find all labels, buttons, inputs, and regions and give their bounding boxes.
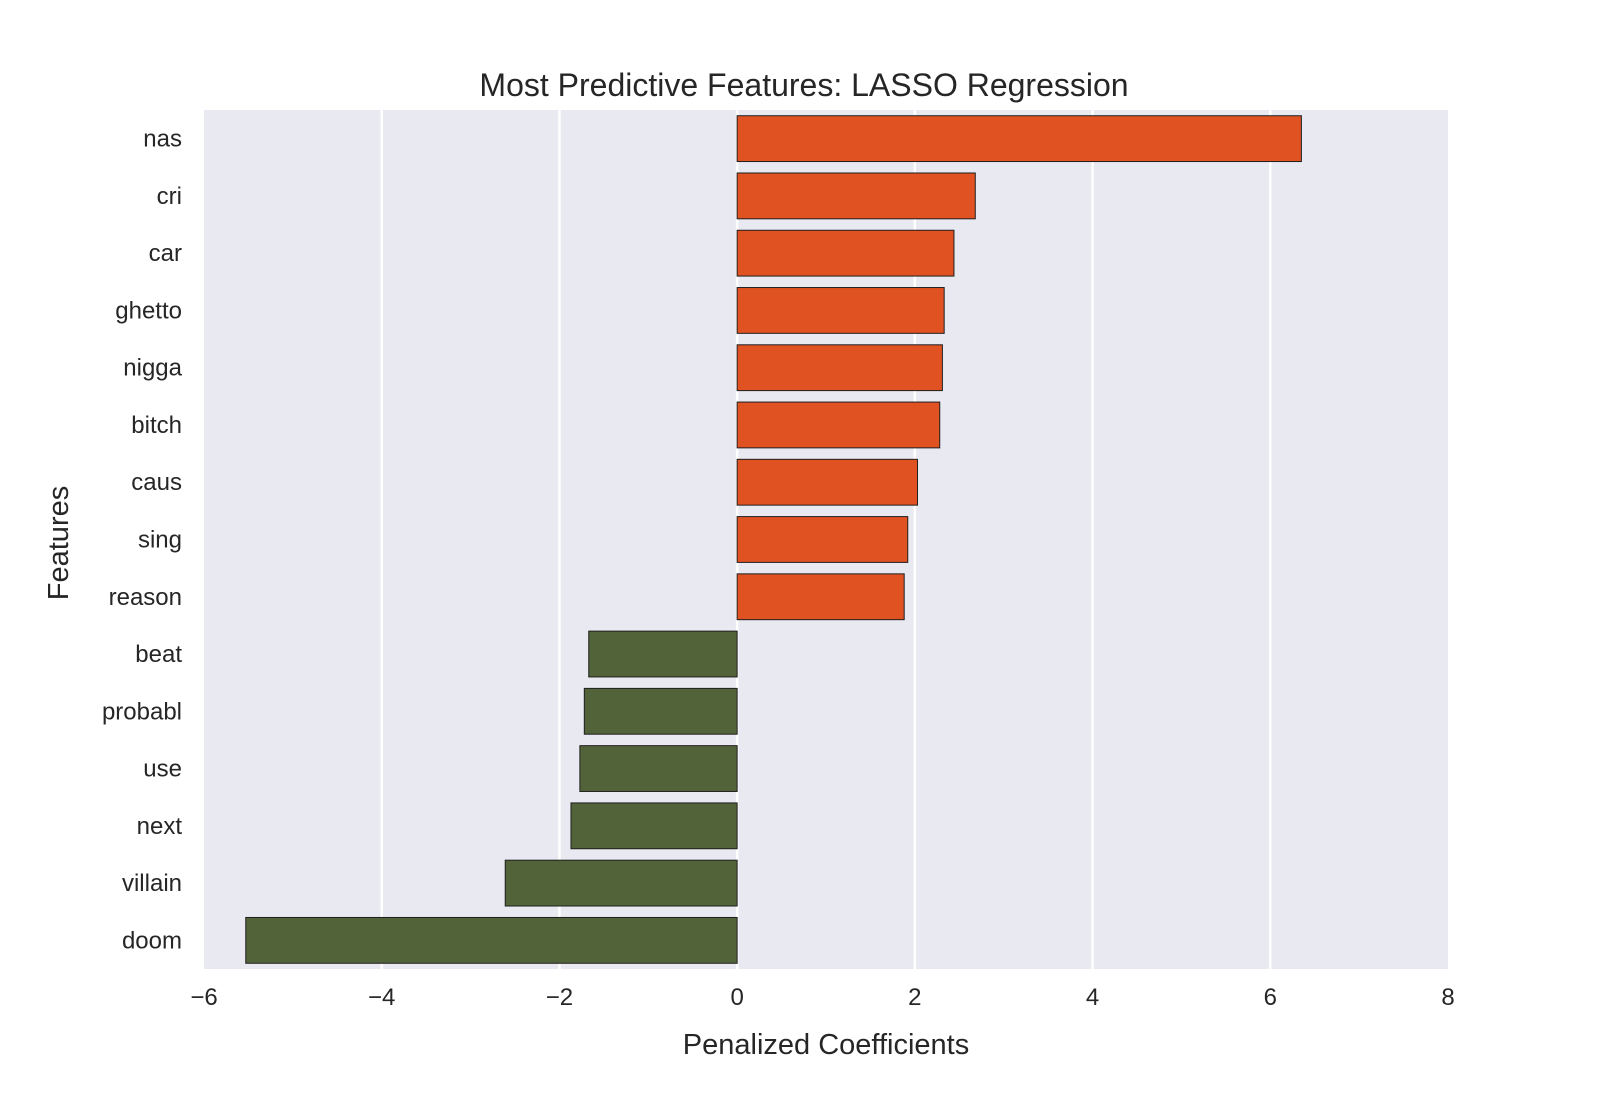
- bar-nigga: [736, 344, 943, 392]
- x-tick-label: 0: [730, 984, 743, 1011]
- bar-caus: [736, 458, 919, 506]
- y-tick-label: next: [137, 813, 183, 840]
- x-axis-label: Penalized Coefficients: [683, 1029, 969, 1061]
- x-tick-label: 2: [908, 984, 921, 1011]
- x-tick-label: −6: [190, 984, 217, 1011]
- y-tick-label: car: [149, 240, 182, 267]
- y-tick-label: villain: [122, 870, 182, 897]
- bar-car: [736, 229, 955, 277]
- bar-reason: [736, 573, 905, 621]
- chart-title: Most Predictive Features: LASSO Regressi…: [479, 67, 1128, 103]
- bar-probabl: [583, 687, 738, 735]
- y-tick-label: bitch: [131, 412, 182, 439]
- bar-cri: [736, 172, 976, 220]
- y-tick-label: nas: [143, 126, 182, 153]
- bar-sing: [736, 516, 909, 563]
- bar-use: [579, 745, 738, 792]
- y-tick-label: caus: [131, 469, 182, 496]
- bar-next: [570, 802, 738, 850]
- x-tick-labels: −6 −4 −2 0 2 4 6 8: [190, 984, 1454, 1011]
- bar-ghetto: [736, 287, 945, 334]
- bars: [245, 115, 1302, 964]
- y-tick-label: use: [143, 756, 182, 783]
- bar-villain: [504, 859, 738, 907]
- bar-doom: [245, 916, 738, 964]
- x-tick-label: −2: [546, 984, 573, 1011]
- y-tick-label: beat: [135, 641, 182, 668]
- x-tick-label: 4: [1086, 984, 1099, 1011]
- bar-nas: [736, 115, 1302, 163]
- bar-bitch: [736, 401, 941, 449]
- y-tick-label: sing: [138, 527, 182, 554]
- y-tick-labels: nas cri car ghetto nigga bitch caus sing reason b…: [102, 126, 183, 955]
- y-tick-label: ghetto: [115, 297, 182, 324]
- y-axis-label: Features: [43, 486, 75, 600]
- x-tick-label: 6: [1264, 984, 1277, 1011]
- y-tick-label: probabl: [102, 698, 182, 725]
- y-tick-label: reason: [109, 584, 182, 611]
- x-tick-label: 8: [1441, 984, 1454, 1011]
- y-tick-label: nigga: [123, 355, 182, 382]
- y-tick-label: cri: [157, 183, 182, 210]
- y-tick-label: doom: [122, 927, 182, 954]
- x-tick-label: −4: [368, 984, 395, 1011]
- bar-beat: [588, 630, 738, 678]
